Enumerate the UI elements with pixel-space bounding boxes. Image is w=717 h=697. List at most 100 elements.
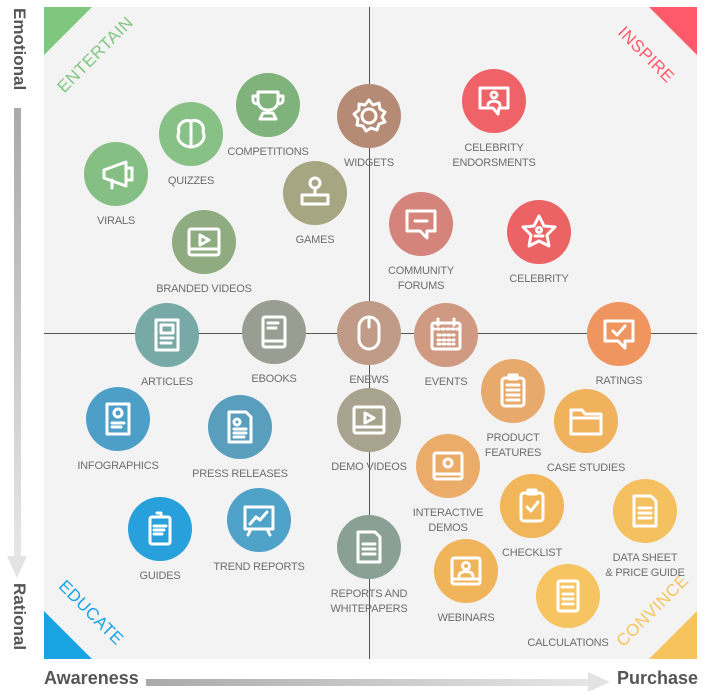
content-item-label: INFOGRAPHICS <box>58 459 178 474</box>
joystick-icon <box>283 161 347 225</box>
document-icon <box>613 479 677 543</box>
label-line: CELEBRITY <box>464 142 524 154</box>
content-item: QUIZZES <box>131 102 251 189</box>
content-item: RATINGS <box>559 302 679 389</box>
label-line: DATA SHEET <box>612 552 678 564</box>
content-item-label: EBOOKS <box>214 372 334 387</box>
content-item-label: CASE STUDIES <box>526 461 646 476</box>
horizontal-axis-arrow <box>146 679 590 686</box>
content-item-label: DEMO VIDEOS <box>309 460 429 475</box>
label-line: GUIDES <box>139 570 181 582</box>
label-line: CHECKLIST <box>502 547 562 559</box>
label-line: TREND REPORTS <box>213 561 305 573</box>
content-item: VIRALS <box>56 142 176 229</box>
quadrant-plot: ENTERTAIN INSPIRE EDUCATE CONVINCE VIRAL… <box>44 7 697 659</box>
content-item: ARTICLES <box>107 303 227 390</box>
content-item-label: RATINGS <box>559 374 679 389</box>
webinar-icon <box>434 539 498 603</box>
label-line: CASE STUDIES <box>546 462 626 474</box>
label-line: INFOGRAPHICS <box>77 460 159 472</box>
calendar-icon <box>414 303 478 367</box>
star-icon <box>507 200 571 264</box>
label-line: WIDGETS <box>344 157 394 169</box>
content-item-label: CELEBRITY ENDORSMENTS <box>434 141 554 171</box>
label-line: COMPETITIONS <box>227 146 309 158</box>
label-line: CELEBRITY <box>509 273 569 285</box>
folder-icon <box>554 389 618 453</box>
trophy-icon <box>236 73 300 137</box>
axis-label-rational: Rational <box>10 583 29 651</box>
label-line: & PRICE GUIDE <box>605 567 685 579</box>
clipboard-check-icon <box>500 474 564 538</box>
label-line: ARTICLES <box>141 376 193 388</box>
video-icon <box>172 210 236 274</box>
label-line: DEMOS <box>428 522 468 534</box>
label-line: EVENTS <box>424 376 468 388</box>
content-item-label: DATA SHEET & PRICE GUIDE <box>585 551 697 581</box>
content-item-label: CALCULATIONS <box>508 636 628 651</box>
book-icon <box>242 300 306 364</box>
inspire-corner <box>649 7 697 55</box>
axis-label-emotional: Emotional <box>10 8 29 91</box>
content-item: GAMES <box>255 161 375 248</box>
document-icon <box>337 515 401 579</box>
axis-label-purchase: Purchase <box>617 668 699 688</box>
person-speech-icon <box>462 69 526 133</box>
label-line: VIRALS <box>97 215 135 227</box>
label-line: PRESS RELEASES <box>192 468 288 480</box>
content-item: DATA SHEET & PRICE GUIDE <box>585 479 697 581</box>
content-item: WEBINARS <box>406 539 526 626</box>
label-line: REPORTS AND <box>330 588 408 600</box>
label-line: ENEWS <box>349 374 389 386</box>
label-line: EBOOKS <box>251 373 297 385</box>
mouse-icon <box>337 301 401 365</box>
gear-icon <box>337 84 401 148</box>
content-item: ENEWS <box>309 301 429 388</box>
content-item-label: REPORTS AND WHITEPAPERS <box>309 587 429 617</box>
content-item-label: COMPETITIONS <box>208 145 328 160</box>
megaphone-icon <box>84 142 148 206</box>
content-item-label: VIRALS <box>56 214 176 229</box>
content-item: CHECKLIST <box>472 474 592 561</box>
label-line: GAMES <box>295 234 335 246</box>
content-item: EBOOKS <box>214 300 334 387</box>
vertical-axis-arrow <box>14 108 21 558</box>
content-item-label: CHECKLIST <box>472 546 592 561</box>
label-line: DEMO VIDEOS <box>331 461 407 473</box>
brain-icon <box>159 102 223 166</box>
easel-icon <box>227 488 291 552</box>
content-item: PRODUCT FEATURES <box>453 359 573 461</box>
label-line: ENDORSMENTS <box>452 157 536 169</box>
content-item: CALCULATIONS <box>508 564 628 651</box>
label-line: WHITEPAPERS <box>330 603 408 615</box>
label-line: WEBINARS <box>437 612 495 624</box>
vertical-arrowhead <box>7 556 27 578</box>
label-line: FEATURES <box>484 447 542 459</box>
content-item-label: EVENTS <box>386 375 506 390</box>
content-item-label: PRODUCT FEATURES <box>453 431 573 461</box>
label-line: FORUMS <box>397 280 445 292</box>
calculator-icon <box>536 564 600 628</box>
label-line: PRODUCT <box>486 432 540 444</box>
content-item-label: INTERACTIVE DEMOS <box>388 506 508 536</box>
educate-corner <box>44 611 92 659</box>
content-item-label: COMMUNITY FORUMS <box>361 264 481 294</box>
content-item-label: QUIZZES <box>131 174 251 189</box>
content-item: CELEBRITY ENDORSMENTS <box>434 69 554 171</box>
content-item: INFOGRAPHICS <box>58 387 178 474</box>
infographic-icon <box>86 387 150 451</box>
speech-icon <box>389 192 453 256</box>
monitor-icon <box>416 434 480 498</box>
content-item: COMPETITIONS <box>208 73 328 160</box>
content-item-label: TREND REPORTS <box>199 560 319 575</box>
convince-corner <box>649 611 697 659</box>
label-line: CALCULATIONS <box>527 637 609 649</box>
check-speech-icon <box>587 302 651 366</box>
content-item: TREND REPORTS <box>199 488 319 575</box>
content-item: GUIDES <box>100 497 220 584</box>
content-item: PRESS RELEASES <box>180 395 300 482</box>
content-item: WIDGETS <box>309 84 429 171</box>
content-item: BRANDED VIDEOS <box>144 210 264 297</box>
content-item-label: ARTICLES <box>107 375 227 390</box>
